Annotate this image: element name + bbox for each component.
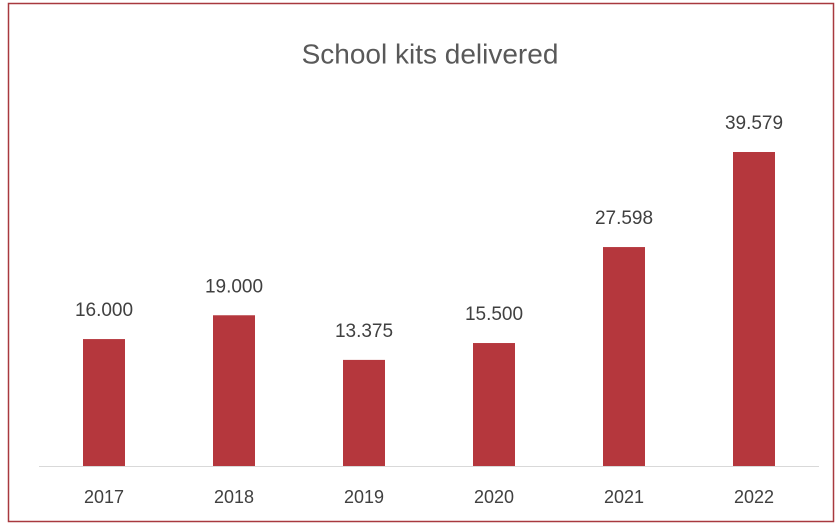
x-tick-label: 2018 <box>214 487 254 507</box>
chart-title: School kits delivered <box>302 38 559 69</box>
x-tick-label: 2017 <box>84 487 124 507</box>
chart-frame <box>7 2 835 523</box>
value-label: 15.500 <box>465 304 523 325</box>
value-label: 19.000 <box>205 276 263 297</box>
value-label: 13.375 <box>335 321 393 342</box>
x-tick-label: 2022 <box>734 487 774 507</box>
value-label: 27.598 <box>595 208 653 229</box>
bar <box>603 247 645 466</box>
bar <box>83 339 125 466</box>
x-tick-label: 2021 <box>604 487 644 507</box>
value-label: 39.579 <box>725 113 783 134</box>
x-tick-label: 2020 <box>474 487 514 507</box>
x-tick-label: 2019 <box>344 487 384 507</box>
bar <box>733 152 775 467</box>
bar <box>213 315 255 466</box>
bar <box>343 359 385 466</box>
value-label: 16.000 <box>75 300 133 321</box>
bar <box>473 343 515 466</box>
